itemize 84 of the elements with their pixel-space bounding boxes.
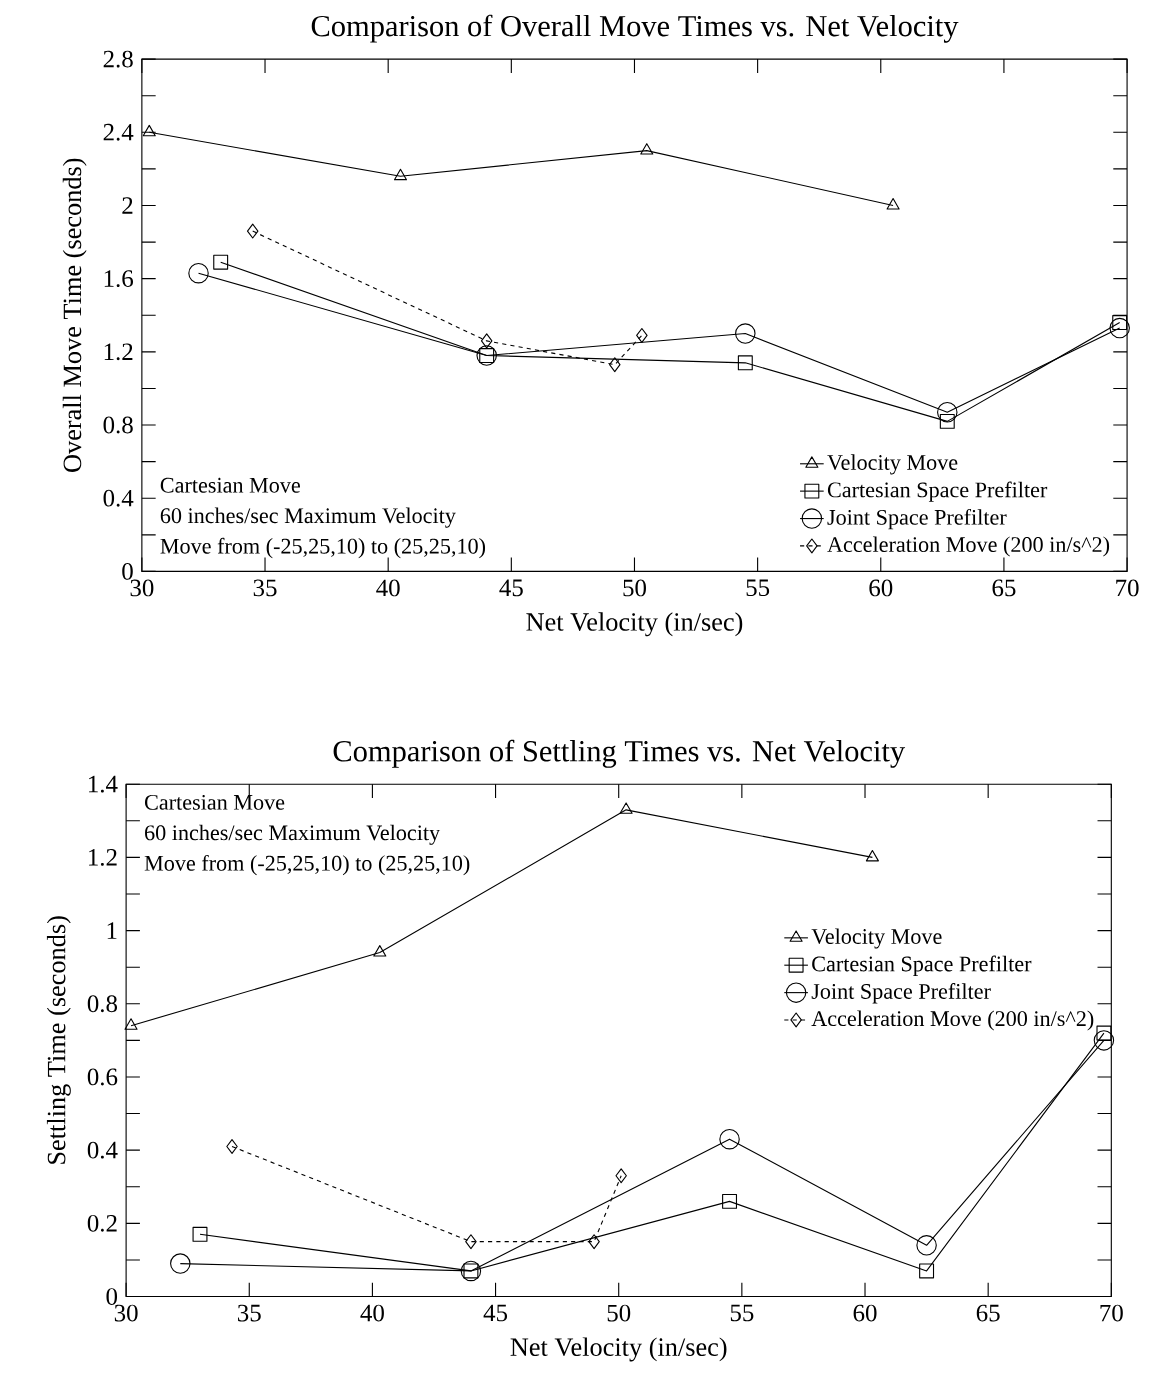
y-tick-label: 0.8 [87,995,118,1013]
x-tick-label: 50 [623,579,647,597]
point [722,1193,738,1209]
point [142,124,156,137]
y-axis-title: Overall Move Time (seconds) [62,158,87,472]
legend-label: Joint Space Prefilter [811,983,991,1004]
legend-label: Joint Space Prefilter [827,509,1007,530]
chart-title: Comparison of Settling Times vs. Net Velocity [333,739,906,768]
point [615,1168,628,1184]
x-tick-label: 60 [869,579,893,597]
x-tick-label: 35 [238,1304,261,1322]
point [1093,1030,1115,1051]
legend-label: Cartesian Space Prefilter [828,481,1048,502]
y-tick-label: 0.4 [87,1141,118,1159]
y-tick-label: 0.8 [103,416,133,434]
point [939,413,955,429]
point [636,327,648,343]
legend-label: Velocity Move [827,454,958,475]
legend-label: Acceleration Move (200 in/s^2) [811,1010,1094,1031]
x-tick-label: 35 [253,579,277,597]
y-tick-label: 0 [122,563,133,580]
y-tick-label: 1.4 [89,775,118,793]
point [394,168,408,181]
x-tick-label: 70 [1100,1304,1123,1322]
y-tick-label: 1.2 [89,848,117,866]
x-tick-label: 40 [360,1304,385,1322]
point [1109,317,1131,339]
legend-label: Acceleration Move (200 in/s^2) [827,536,1110,557]
x-tick-label: 45 [483,1304,508,1322]
point [865,849,880,862]
point [737,355,753,371]
x-tick-label: 40 [376,579,400,597]
x-tick-label: 65 [976,1304,1000,1322]
x-tick-label: 55 [746,579,770,597]
point [213,254,229,270]
y-tick-label: 0.6 [87,1068,118,1086]
point [170,1253,191,1274]
point [735,323,756,344]
y-tick-label: 2 [122,197,133,214]
y-tick-label: 1 [107,922,117,939]
point [919,1263,935,1279]
point [619,802,633,814]
point [192,1226,208,1242]
y-tick-label: 2.8 [103,50,133,68]
annotation: Move from (-25,25,10) to (25,25,10) [144,854,470,876]
x-tick-label: 55 [730,1304,754,1322]
point [886,197,900,210]
point [373,945,387,957]
y-tick-label: 1.2 [104,343,133,361]
x-tick-label: 70 [1116,579,1139,597]
point [609,357,621,373]
legend-label: Cartesian Space Prefilter [812,955,1032,976]
x-tick-label: 30 [130,579,154,597]
x-tick-label: 45 [499,579,523,597]
point [465,1234,477,1250]
point [916,1235,937,1256]
x-tick-label: 65 [992,579,1016,597]
point [588,1234,600,1250]
x-tick-label: 60 [853,1304,877,1322]
x-axis-title: Net Velocity (in/sec) [526,612,743,637]
annotation: 60 inches/sec Maximum Velocity [160,507,456,528]
y-tick-label: 0 [106,1288,118,1305]
chart-title: Comparison of Overall Move Times vs. Net Velocity [311,14,959,43]
point [481,333,493,349]
point [937,401,958,423]
y-axis-title: Settling Time (seconds) [47,916,71,1164]
point [247,223,259,239]
annotation: 60 inches/sec Maximum Velocity [145,824,441,845]
x-axis-title: Net Velocity (in/sec) [510,1337,727,1362]
y-tick-label: 0.2 [87,1214,117,1232]
annotation: Move from (-25,25,10) to (25,25,10) [160,537,486,559]
point [226,1139,238,1154]
y-tick-label: 0.4 [103,489,134,507]
x-tick-label: 50 [607,1304,631,1322]
legend-label: Velocity Move [811,928,942,949]
annotation: Cartesian Move [145,794,285,810]
point [124,1018,138,1030]
point [188,262,209,284]
point [640,143,654,155]
y-tick-label: 1.6 [104,270,134,288]
x-tick-label: 30 [114,1304,138,1322]
point [719,1128,740,1150]
y-tick-label: 2.4 [103,123,134,141]
annotation: Cartesian Move [160,477,301,493]
